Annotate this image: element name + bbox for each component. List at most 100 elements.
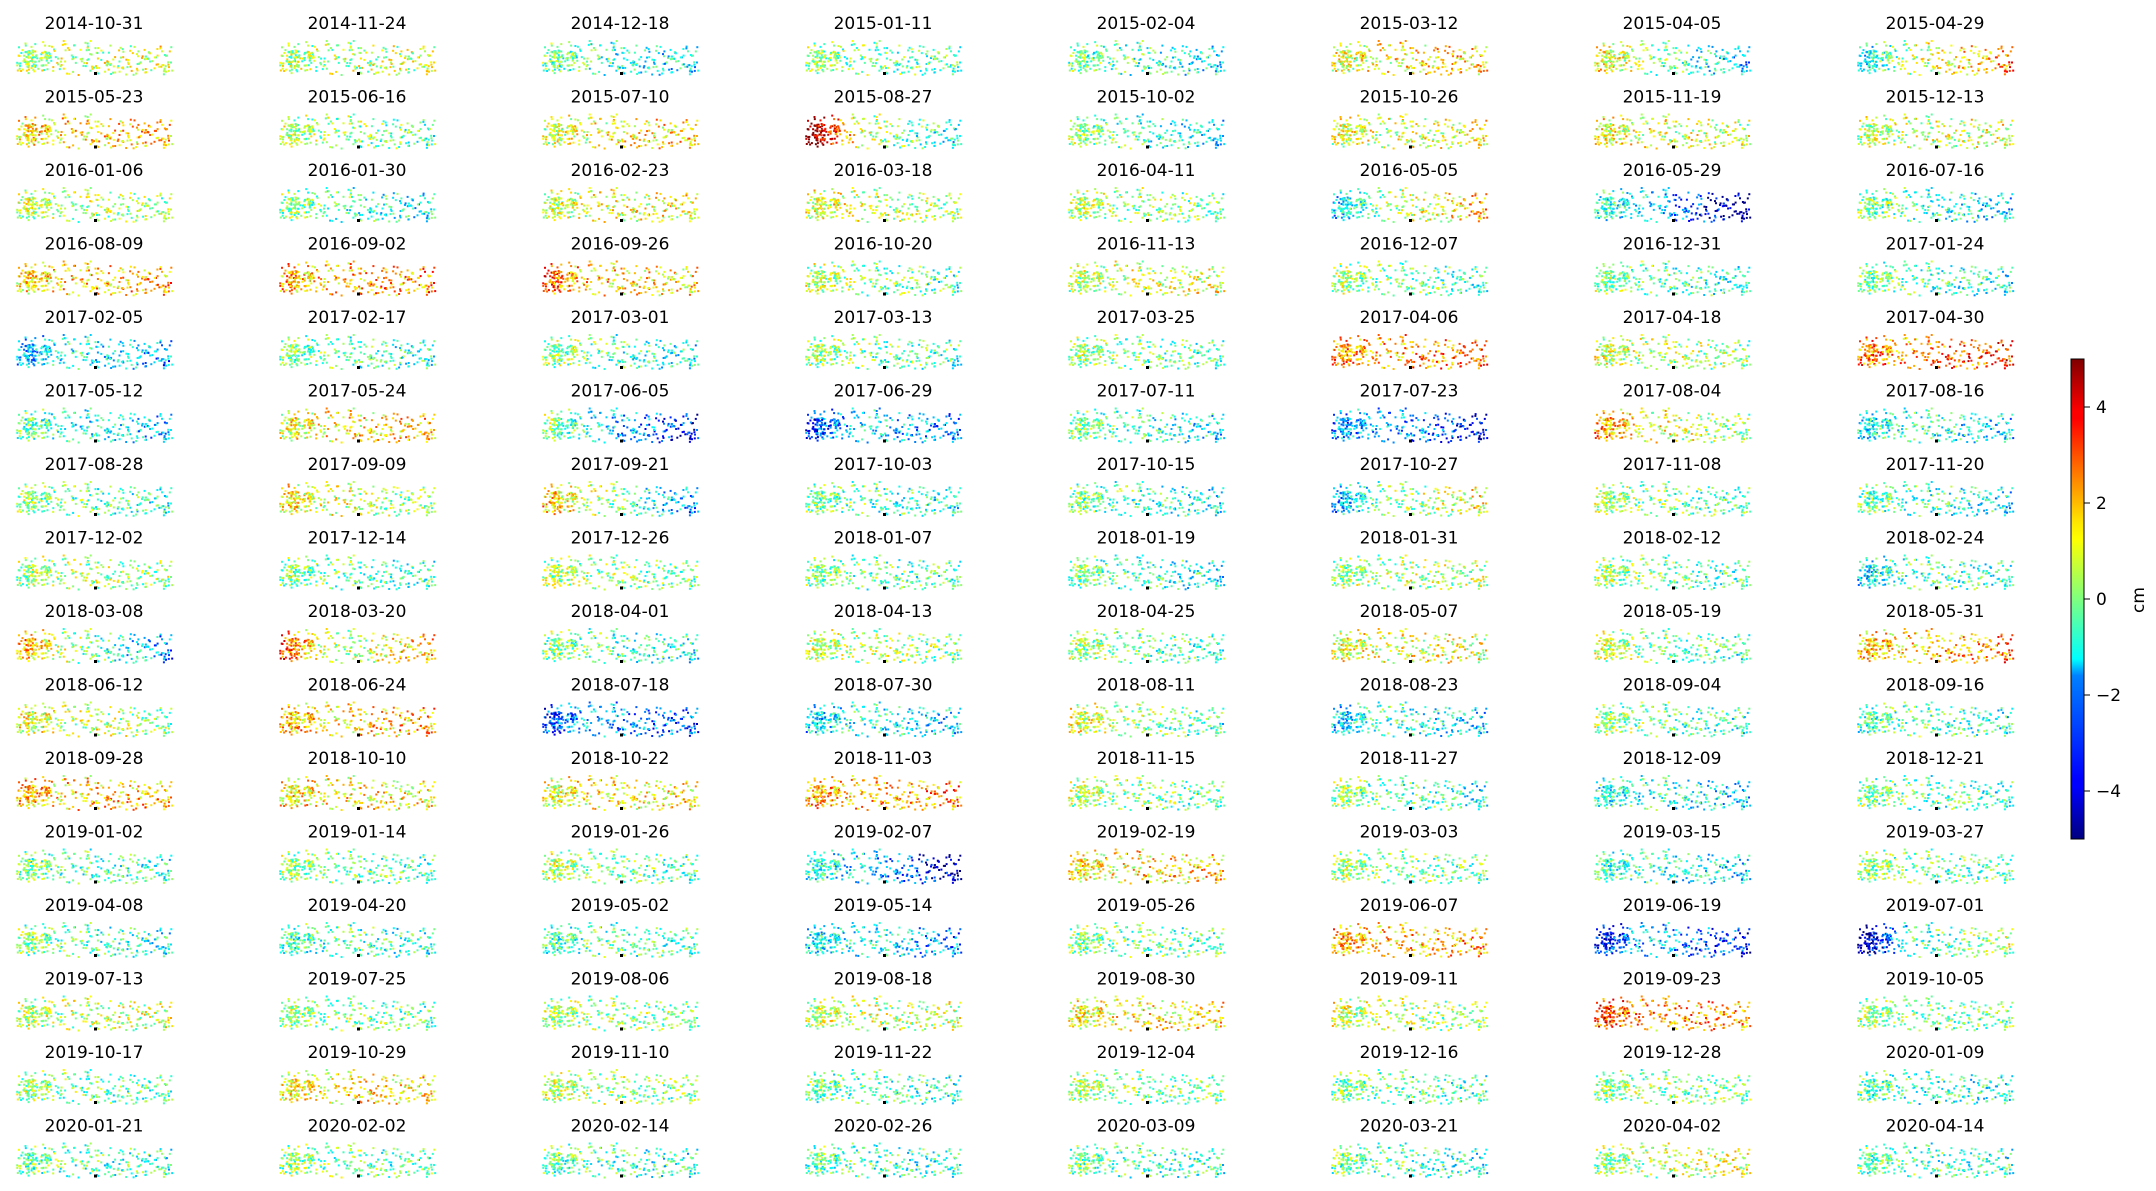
data-point xyxy=(1344,60,1347,62)
data-point xyxy=(1733,63,1736,66)
data-point xyxy=(1697,120,1700,123)
data-point xyxy=(1125,44,1127,47)
data-point xyxy=(1620,51,1623,54)
data-point xyxy=(89,53,92,56)
data-point xyxy=(1631,48,1633,51)
data-point xyxy=(916,61,918,64)
data-point xyxy=(1375,57,1378,60)
data-point xyxy=(370,136,373,139)
data-point xyxy=(310,135,313,138)
data-point xyxy=(1997,63,2000,66)
data-point xyxy=(125,73,128,76)
data-point xyxy=(812,54,815,57)
data-point xyxy=(422,119,425,122)
data-point xyxy=(1188,142,1191,145)
data-point xyxy=(568,125,571,128)
data-point xyxy=(1174,56,1177,59)
data-point xyxy=(560,139,563,142)
data-point xyxy=(1446,52,1449,55)
data-point xyxy=(1359,118,1362,121)
data-point xyxy=(120,130,122,133)
data-point xyxy=(925,141,927,144)
data-point xyxy=(679,140,682,143)
data-point xyxy=(147,124,150,127)
data-point xyxy=(1883,51,1886,54)
data-point xyxy=(855,72,858,75)
data-point xyxy=(1482,63,1485,66)
data-point xyxy=(1421,135,1424,138)
data-point xyxy=(1480,70,1482,73)
data-point xyxy=(1355,130,1358,133)
data-point xyxy=(1098,68,1101,71)
data-point xyxy=(823,64,826,67)
data-point xyxy=(911,124,914,127)
data-point xyxy=(557,60,559,62)
data-point xyxy=(1985,71,1988,74)
data-point xyxy=(885,71,888,74)
data-point xyxy=(922,119,925,122)
data-point xyxy=(303,64,306,67)
data-point xyxy=(19,135,22,138)
data-point xyxy=(375,58,378,61)
data-point xyxy=(1872,60,1874,62)
data-point xyxy=(1208,48,1211,50)
data-point xyxy=(1749,143,1752,146)
data-point xyxy=(1412,120,1415,123)
data-point xyxy=(1879,60,1882,63)
data-point xyxy=(1610,68,1613,71)
data-point xyxy=(1363,125,1366,128)
data-point xyxy=(288,56,291,58)
data-point xyxy=(1105,122,1107,124)
data-point xyxy=(91,67,94,70)
data-point xyxy=(1399,65,1402,68)
data-point xyxy=(1598,70,1601,72)
data-point xyxy=(153,67,156,70)
data-point xyxy=(141,57,143,59)
data-point xyxy=(1120,72,1123,75)
data-point xyxy=(1452,123,1455,126)
panel: 2015-10-26 xyxy=(1331,88,1489,150)
data-point xyxy=(560,124,563,126)
data-point xyxy=(1611,143,1614,146)
data-point xyxy=(549,128,552,131)
data-point xyxy=(1602,116,1605,118)
data-point xyxy=(814,61,817,64)
data-point xyxy=(1944,61,1947,64)
data-point xyxy=(298,128,301,131)
data-point xyxy=(162,217,165,220)
data-point xyxy=(129,118,132,121)
data-point xyxy=(1385,54,1388,57)
data-point xyxy=(365,51,368,54)
data-point xyxy=(1866,61,1869,64)
data-point xyxy=(1333,119,1335,122)
data-point xyxy=(1704,66,1707,69)
data-point xyxy=(1967,139,1970,142)
data-point xyxy=(866,74,869,76)
data-point xyxy=(1116,60,1119,63)
data-point xyxy=(851,141,854,144)
data-point xyxy=(313,133,316,136)
data-point xyxy=(1334,62,1337,65)
data-point xyxy=(139,134,142,137)
data-point xyxy=(822,143,825,146)
data-point xyxy=(875,119,878,121)
data-point xyxy=(594,146,597,149)
data-point xyxy=(938,134,941,136)
data-point xyxy=(1193,130,1195,133)
data-point xyxy=(598,70,601,73)
data-point xyxy=(575,56,578,59)
data-point xyxy=(837,56,840,59)
data-point xyxy=(1699,121,1702,124)
data-point xyxy=(1199,51,1202,54)
data-point xyxy=(1930,126,1933,129)
data-point xyxy=(72,70,75,73)
data-point xyxy=(1642,122,1645,125)
data-point xyxy=(1690,71,1693,74)
data-point xyxy=(682,136,685,139)
data-point xyxy=(1331,64,1334,67)
data-point xyxy=(407,141,410,144)
data-point xyxy=(823,60,826,63)
data-point xyxy=(559,65,562,68)
data-point xyxy=(26,64,29,67)
data-point xyxy=(895,61,898,64)
